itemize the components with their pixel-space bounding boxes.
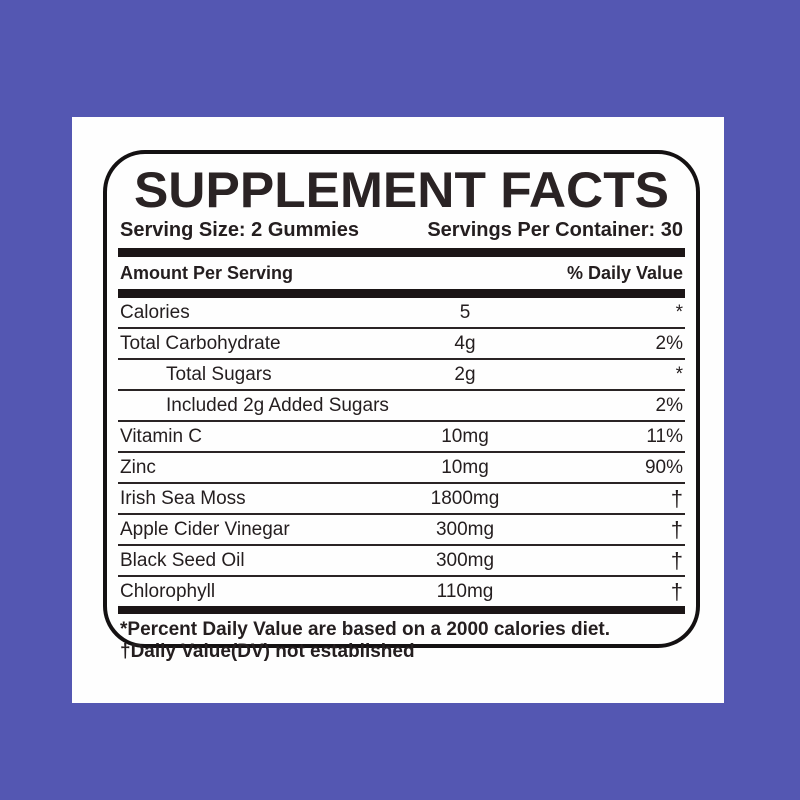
row-amount: 2g bbox=[454, 364, 476, 385]
row-daily-value: † bbox=[670, 579, 683, 604]
divider-bar-bottom bbox=[118, 606, 685, 614]
divider-bar-top bbox=[118, 248, 685, 257]
column-header-row: Amount Per Serving % Daily Value bbox=[118, 257, 685, 289]
table-row: Apple Cider Vinegar 300mg † bbox=[118, 515, 685, 546]
row-amount: 5 bbox=[459, 302, 471, 323]
row-daily-value: 11% bbox=[646, 426, 683, 447]
amount-per-serving-header: Amount Per Serving bbox=[120, 263, 294, 283]
table-row: Chlorophyll 110mg † bbox=[118, 577, 685, 606]
table-row: Black Seed Oil 300mg † bbox=[118, 546, 685, 577]
row-amount: 300mg bbox=[435, 519, 495, 540]
row-amount: 1800mg bbox=[430, 488, 500, 509]
row-daily-value: † bbox=[670, 486, 683, 511]
row-amount: 110mg bbox=[436, 581, 494, 602]
row-name: Total Sugars bbox=[166, 364, 272, 385]
row-name: Irish Sea Moss bbox=[120, 488, 246, 509]
row-name: Zinc bbox=[120, 457, 156, 478]
servings-per-container-text: Servings Per Container: 30 bbox=[427, 219, 683, 241]
table-row: Zinc 10mg 90% bbox=[118, 453, 685, 484]
row-name: Calories bbox=[120, 302, 190, 323]
row-daily-value: * bbox=[675, 302, 683, 323]
daily-value-header: % Daily Value bbox=[566, 263, 683, 283]
row-name: Vitamin C bbox=[120, 426, 203, 447]
footnote-dv-not-established: †Daily Value(DV) not established bbox=[120, 640, 415, 662]
row-daily-value: † bbox=[670, 517, 683, 542]
table-row: Included 2g Added Sugars 2% bbox=[118, 391, 685, 422]
row-daily-value: 90% bbox=[644, 457, 683, 478]
row-amount: 10mg bbox=[441, 457, 489, 478]
row-daily-value: * bbox=[675, 364, 683, 385]
row-name: Apple Cider Vinegar bbox=[120, 519, 290, 540]
serving-size-text: Serving Size: 2 Gummies bbox=[120, 219, 359, 241]
divider-bar-middle bbox=[118, 289, 685, 298]
row-daily-value: 2% bbox=[655, 395, 683, 416]
row-daily-value: † bbox=[670, 548, 683, 573]
row-amount: 4g bbox=[454, 333, 476, 354]
row-amount: 10mg bbox=[441, 426, 489, 447]
row-name: Total Carbohydrate bbox=[120, 333, 281, 354]
row-name: Chlorophyll bbox=[120, 581, 216, 602]
table-row: Calories 5 * bbox=[118, 298, 685, 329]
table-row: Total Carbohydrate 4g 2% bbox=[118, 329, 685, 360]
row-name: Included 2g Added Sugars bbox=[166, 395, 389, 416]
row-daily-value: 2% bbox=[655, 333, 683, 354]
supplement-facts-title: SUPPLEMENT FACTS bbox=[133, 162, 670, 218]
table-row: Vitamin C 10mg 11% bbox=[118, 422, 685, 453]
label-card: SUPPLEMENT FACTS Serving Size: 2 Gummies… bbox=[72, 117, 724, 703]
supplement-facts-panel: SUPPLEMENT FACTS Serving Size: 2 Gummies… bbox=[103, 150, 700, 661]
facts-table: Calories 5 * Total Carbohydrate 4g 2% Total Su… bbox=[118, 298, 685, 606]
table-row: Irish Sea Moss 1800mg † bbox=[118, 484, 685, 515]
row-name: Black Seed Oil bbox=[120, 550, 245, 571]
table-row: Total Sugars 2g * bbox=[118, 360, 685, 391]
row-amount: 300mg bbox=[435, 550, 495, 571]
footnote-daily-value: *Percent Daily Value are based on a 2000… bbox=[120, 619, 611, 640]
serving-info-row: Serving Size: 2 Gummies Servings Per Con… bbox=[118, 219, 685, 242]
footnotes: *Percent Daily Value are based on a 2000… bbox=[118, 614, 685, 662]
